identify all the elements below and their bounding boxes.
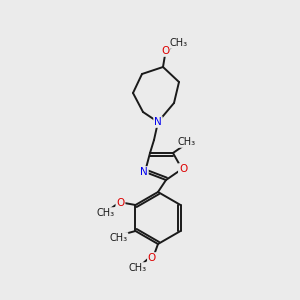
Text: CH₃: CH₃ bbox=[129, 263, 147, 273]
Text: CH₃: CH₃ bbox=[96, 208, 115, 218]
Text: O: O bbox=[116, 198, 124, 208]
Text: O: O bbox=[179, 164, 187, 174]
Text: O: O bbox=[161, 46, 169, 56]
Text: N: N bbox=[154, 117, 162, 127]
Text: N: N bbox=[140, 167, 148, 177]
Text: CH₃: CH₃ bbox=[110, 233, 128, 243]
Text: CH₃: CH₃ bbox=[178, 137, 196, 147]
Text: O: O bbox=[148, 253, 156, 263]
Text: CH₃: CH₃ bbox=[170, 38, 188, 48]
